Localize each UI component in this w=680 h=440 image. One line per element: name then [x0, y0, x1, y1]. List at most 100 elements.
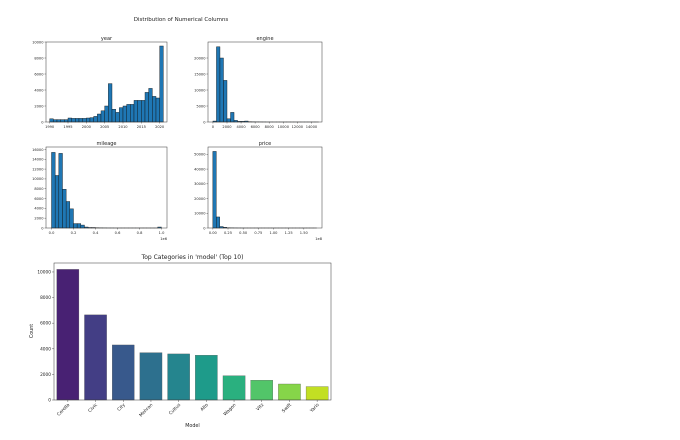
- x-tick-label: 0.8: [137, 231, 143, 235]
- x-tick-label: 4000: [236, 125, 246, 129]
- y-tick-label: 6000: [40, 321, 51, 327]
- histogram-bar: [216, 216, 220, 229]
- y-tick-label: 16000: [32, 148, 44, 152]
- y-tick-label: 4000: [34, 88, 44, 92]
- bar-civic: [84, 314, 107, 401]
- y-tick-label: 20000: [194, 56, 206, 60]
- y-tick-label: 14000: [32, 158, 44, 162]
- subplot-title: year: [101, 36, 113, 42]
- histogram-bar: [69, 208, 74, 229]
- y-tick-label: 30000: [194, 182, 206, 186]
- y-tick-label: 0: [41, 226, 44, 230]
- histogram-bar: [119, 107, 124, 123]
- histogram-bar: [67, 117, 72, 123]
- y-tick-label: 4000: [40, 346, 51, 352]
- x-tick-label: 2015: [137, 125, 146, 129]
- histogram-bar: [56, 119, 61, 123]
- x-tick-label: 0.0: [49, 231, 55, 235]
- x-tick-label: 0.6: [115, 231, 121, 235]
- y-tick-label: 2000: [34, 216, 44, 220]
- y-tick-label: 0: [203, 226, 206, 230]
- x-tick-label: 6000: [251, 125, 261, 129]
- bar-wagon: [222, 375, 246, 401]
- x-tick-label: Cultus: [168, 402, 183, 417]
- x-tick-label: 10000: [278, 125, 290, 129]
- y-tick-label: 10000: [32, 177, 44, 181]
- histogram-bar: [219, 57, 224, 123]
- y-tick-label: 8000: [34, 187, 44, 191]
- x-tick-label: 0.75: [254, 231, 262, 235]
- bar-alto: [195, 355, 218, 401]
- x-tick-label: Corolla: [56, 402, 71, 417]
- histogram-bar: [78, 118, 83, 123]
- x-tick-label: 1995: [63, 125, 72, 129]
- histogram-bar: [130, 104, 135, 123]
- bar-swift: [278, 383, 301, 401]
- axes-frame: [53, 262, 332, 401]
- x-tick-label: 0: [212, 125, 215, 129]
- x-tick-label: Wagon: [222, 402, 237, 417]
- histogram-bar: [58, 153, 63, 229]
- histogram-bar: [73, 223, 78, 229]
- y-tick-label: 10000: [37, 269, 51, 275]
- x-tick-label: 0.00: [209, 231, 218, 235]
- histogram-bar: [137, 100, 142, 123]
- x-tick-label: 2010: [118, 125, 128, 129]
- x-tick-label: 1.0: [159, 231, 165, 235]
- bar-mehran: [139, 352, 163, 401]
- histogram-bar: [148, 88, 153, 123]
- x-tick-label: Yaris: [308, 402, 321, 415]
- x-tick-label: City: [116, 402, 127, 413]
- histogram-bar: [60, 119, 65, 123]
- histogram-bar: [108, 83, 113, 123]
- histogram-bar: [223, 80, 228, 123]
- histogram-bar: [65, 201, 71, 229]
- y-tick-label: 2000: [34, 104, 44, 108]
- histogram-bar: [104, 105, 109, 123]
- subplot-title: mileage: [96, 141, 116, 147]
- histogram-bar: [155, 97, 160, 123]
- histogram-bar: [216, 46, 221, 123]
- y-tick-label: 5000: [196, 104, 206, 108]
- x-offset-label: 1e6: [160, 237, 167, 241]
- bar-corolla: [56, 269, 80, 401]
- histogram-bar: [141, 100, 146, 123]
- y-tick-label: 10000: [32, 40, 44, 44]
- y-tick-label: 6000: [34, 197, 44, 201]
- histogram-bar: [71, 118, 76, 123]
- histogram-bar: [64, 119, 69, 123]
- x-axis-label: Model: [185, 423, 199, 429]
- histogram-bar: [226, 118, 231, 123]
- bar-city: [112, 344, 135, 401]
- x-tick-label: 1990: [45, 125, 55, 129]
- x-tick-label: 2000: [82, 125, 92, 129]
- y-tick-label: 0: [48, 398, 51, 404]
- x-tick-label: 0.2: [71, 231, 77, 235]
- x-tick-label: 1.50: [300, 231, 309, 235]
- histogram-bar: [230, 112, 235, 123]
- x-offset-label: 1e8: [315, 237, 322, 241]
- y-tick-label: 50000: [194, 153, 206, 157]
- y-tick-label: 10000: [194, 212, 206, 216]
- histogram-bar: [126, 104, 131, 123]
- y-tick-label: 2000: [40, 372, 51, 378]
- y-tick-label: 10000: [194, 88, 206, 92]
- histogram-bar: [53, 119, 58, 123]
- x-tick-label: 2005: [100, 125, 109, 129]
- histogram-bar: [100, 110, 105, 123]
- histogram-bar: [82, 118, 87, 123]
- histogram-bar: [80, 224, 85, 229]
- x-tick-label: 0.25: [224, 231, 232, 235]
- x-tick-label: Alto: [199, 402, 210, 413]
- histogram-bar: [115, 112, 120, 123]
- x-tick-label: 2020: [155, 125, 165, 129]
- bar-cultus: [167, 353, 190, 401]
- y-tick-label: 20000: [194, 197, 206, 201]
- axes-frame: [207, 146, 323, 229]
- y-tick-label: 0: [203, 120, 206, 124]
- x-tick-label: 1.00: [269, 231, 278, 235]
- x-tick-label: 0.4: [93, 231, 99, 235]
- subplot-title: engine: [256, 36, 273, 42]
